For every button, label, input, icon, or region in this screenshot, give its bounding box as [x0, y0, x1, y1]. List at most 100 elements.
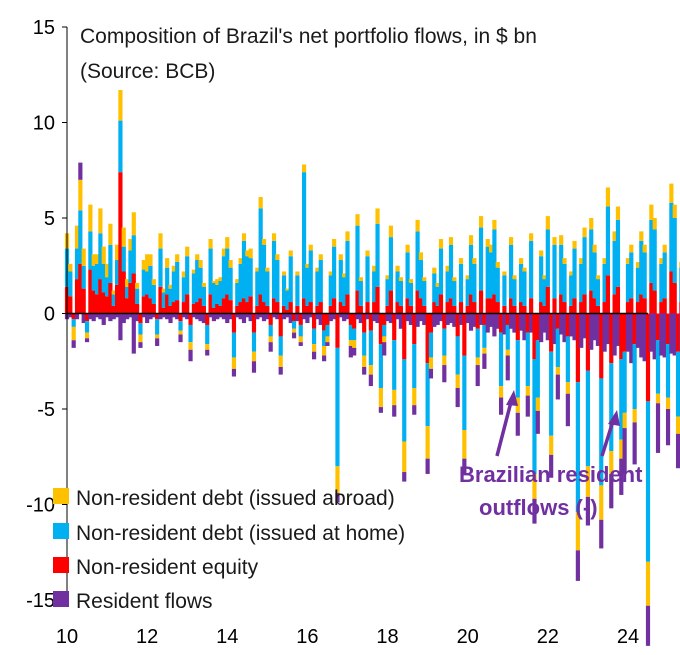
bar-debt-abroad [255, 267, 260, 272]
bar-debt-home [579, 263, 584, 303]
bar-debt-abroad [645, 561, 651, 606]
bar-debt-abroad [225, 237, 230, 249]
bar-equity [188, 313, 193, 325]
x-tick-label: 12 [136, 626, 158, 648]
bar-equity [362, 313, 367, 333]
legend-swatch [53, 488, 69, 504]
bar-debt-abroad [422, 277, 427, 282]
bar-debt-abroad [178, 330, 183, 335]
bar-equity [165, 294, 170, 314]
bar-debt-home [348, 324, 353, 341]
bar-resident [498, 397, 504, 415]
bar-equity [555, 313, 560, 329]
bar-resident [635, 313, 641, 348]
annotation-arrow-left [495, 397, 514, 457]
bar-equity [128, 282, 133, 314]
bar-resident [442, 365, 447, 383]
bar-equity [231, 313, 237, 333]
bar-debt-abroad [145, 254, 150, 272]
bar-equity [388, 290, 393, 314]
bar-debt-home [435, 286, 440, 306]
bar-debt-home [312, 328, 317, 345]
bar-debt-abroad [181, 271, 186, 278]
bar-debt-abroad [308, 244, 313, 251]
bar-debt-abroad [248, 248, 253, 259]
bar-debt-home [589, 229, 594, 291]
bar-debt-abroad [549, 435, 554, 455]
bar-debt-abroad [245, 250, 250, 257]
bar-resident [519, 313, 524, 331]
bar-debt-home [101, 263, 106, 293]
bar-resident [595, 313, 601, 346]
bar-equity [428, 313, 434, 333]
bar-debt-home [315, 271, 320, 306]
bar-equity [185, 294, 190, 314]
bar-debt-home [121, 246, 126, 272]
bar-debt-home [278, 336, 283, 356]
bar-equity [422, 305, 427, 314]
bar-debt-abroad [582, 227, 587, 238]
bar-debt-abroad [525, 386, 530, 396]
bar-equity [532, 313, 537, 360]
bar-debt-home [255, 271, 260, 306]
bar-equity [108, 282, 113, 314]
bar-debt-home [91, 265, 96, 291]
bar-equity [111, 305, 116, 314]
bar-equity [358, 305, 363, 314]
bar-debt-abroad [191, 269, 196, 274]
bar-debt-home [612, 240, 617, 295]
bar-debt-abroad [94, 254, 100, 264]
bar-equity [432, 302, 437, 314]
bar-debt-home [525, 332, 530, 387]
bar-equity [322, 313, 327, 331]
bar-debt-abroad [492, 219, 497, 230]
bar-equity [278, 313, 283, 337]
bar-resident [615, 313, 621, 346]
bar-resident [238, 313, 243, 320]
bar-debt-home [662, 252, 667, 299]
bar-debt-abroad [71, 326, 76, 341]
bar-resident [609, 473, 614, 509]
bar-resident [298, 342, 303, 346]
bar-debt-abroad [408, 279, 414, 283]
bar-debt-home [281, 275, 287, 306]
bar-debt-abroad [652, 218, 657, 230]
bar-resident [178, 334, 183, 343]
bar-equity [649, 282, 654, 314]
bar-equity [325, 313, 330, 325]
bar-debt-home [488, 252, 494, 299]
bar-equity [442, 313, 447, 329]
bar-debt-home [265, 271, 270, 306]
chart-title: Composition of Brazil's net portfolio fl… [80, 25, 537, 48]
bar-resident [332, 313, 337, 320]
bar-equity [281, 305, 287, 314]
bar-resident [599, 519, 604, 549]
bar-resident [208, 313, 213, 318]
bar-equity [579, 302, 584, 314]
bar-debt-home [98, 233, 103, 280]
bar-debt-abroad [118, 90, 123, 121]
bar-resident [478, 313, 484, 325]
bar-resident [325, 342, 330, 346]
bar-equity [632, 313, 637, 345]
bar-debt-home [655, 340, 661, 394]
bar-debt-home [161, 292, 166, 308]
bar-equity [462, 313, 467, 356]
bar-equity [155, 313, 160, 320]
bar-equity [642, 298, 647, 314]
bar-debt-home [535, 340, 540, 398]
bar-debt-abroad [632, 409, 637, 423]
bar-resident [665, 409, 671, 446]
bar-debt-home [195, 260, 200, 303]
bar-equity [178, 313, 183, 322]
bar-equity [509, 298, 514, 314]
bar-debt-home [71, 319, 76, 327]
bar-equity [261, 302, 267, 314]
bar-debt-home [422, 281, 427, 306]
bar-debt-home [492, 229, 497, 295]
bar-resident [532, 498, 537, 524]
bar-debt-abroad [675, 416, 680, 434]
bar-equity [382, 313, 387, 325]
y-tick-label: -15 [26, 590, 55, 612]
bar-debt-home [258, 208, 263, 295]
